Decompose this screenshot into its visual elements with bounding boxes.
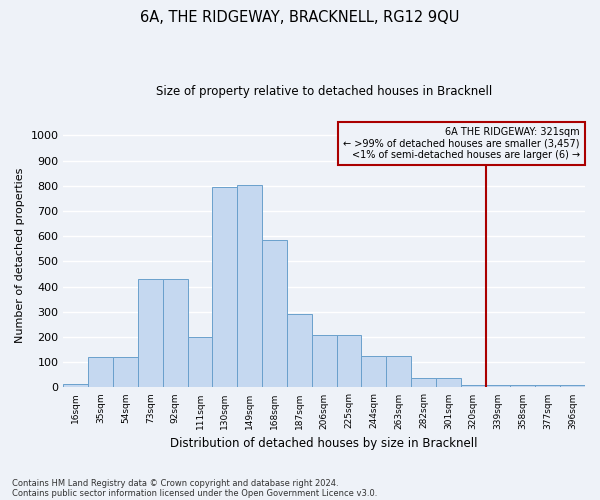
Bar xyxy=(411,378,436,388)
X-axis label: Distribution of detached houses by size in Bracknell: Distribution of detached houses by size … xyxy=(170,437,478,450)
Bar xyxy=(88,357,113,388)
Bar xyxy=(188,337,212,388)
Bar xyxy=(212,187,237,388)
Bar xyxy=(163,279,188,388)
Bar xyxy=(64,384,88,388)
Title: Size of property relative to detached houses in Bracknell: Size of property relative to detached ho… xyxy=(156,85,493,98)
Bar xyxy=(461,385,485,388)
Text: 6A, THE RIDGEWAY, BRACKNELL, RG12 9QU: 6A, THE RIDGEWAY, BRACKNELL, RG12 9QU xyxy=(140,10,460,25)
Bar xyxy=(237,184,262,388)
Text: Contains HM Land Registry data © Crown copyright and database right 2024.: Contains HM Land Registry data © Crown c… xyxy=(12,478,338,488)
Bar xyxy=(436,378,461,388)
Bar xyxy=(138,279,163,388)
Text: 6A THE RIDGEWAY: 321sqm
← >99% of detached houses are smaller (3,457)
<1% of sem: 6A THE RIDGEWAY: 321sqm ← >99% of detach… xyxy=(343,126,580,160)
Bar xyxy=(511,386,535,388)
Text: Contains public sector information licensed under the Open Government Licence v3: Contains public sector information licen… xyxy=(12,488,377,498)
Bar xyxy=(287,314,312,388)
Y-axis label: Number of detached properties: Number of detached properties xyxy=(15,168,25,343)
Bar xyxy=(113,357,138,388)
Bar xyxy=(361,356,386,388)
Bar xyxy=(560,386,585,388)
Bar xyxy=(262,240,287,388)
Bar xyxy=(386,356,411,388)
Bar xyxy=(485,385,511,388)
Bar xyxy=(535,386,560,388)
Bar xyxy=(312,334,337,388)
Bar xyxy=(337,334,361,388)
